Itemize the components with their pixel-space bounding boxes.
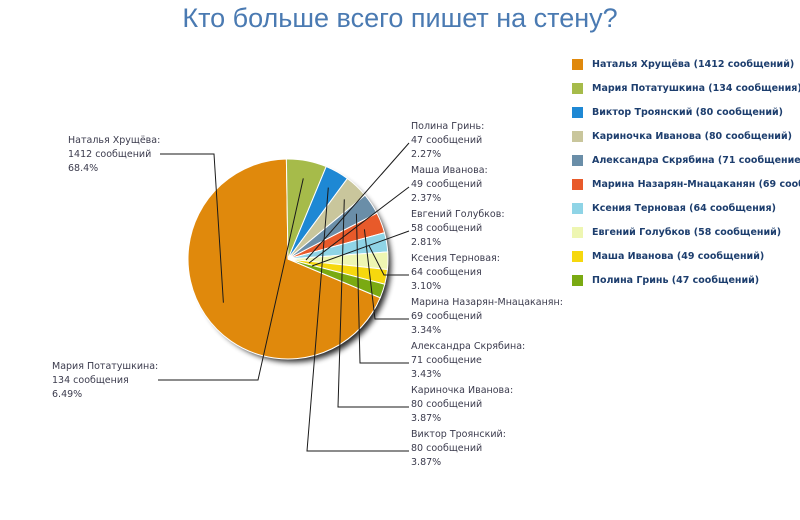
- leader-line: [308, 186, 410, 264]
- legend-item[interactable]: Наталья Хрущёва (1412 сообщений): [572, 52, 800, 76]
- legend-swatch: [572, 130, 583, 142]
- slice-label-name: Марина Назарян-Мнацаканян:: [411, 297, 563, 308]
- leader-line: [337, 199, 409, 408]
- slice-label-percent: 6.49%: [52, 389, 83, 400]
- legend-item[interactable]: Маша Иванова (49 сообщений): [572, 245, 800, 269]
- pie-slice[interactable]: [287, 258, 386, 299]
- slice-label: Виктор Троянский: 80 сообщений 3.87%: [411, 428, 506, 470]
- slice-label: Маша Иванова: 49 сообщений 2.37%: [411, 164, 488, 206]
- slice-label-percent: 3.10%: [411, 281, 442, 292]
- slice-label-count: 80 сообщений: [411, 399, 483, 410]
- leader-line: [355, 213, 409, 364]
- legend-swatch: [572, 154, 583, 166]
- slice-label-name: Евгений Голубков:: [411, 209, 505, 220]
- slice-label-name: Александра Скрябина:: [411, 341, 526, 352]
- slice-label: Евгений Голубков: 58 сообщений 2.81%: [411, 208, 505, 250]
- legend-label: Полина Гринь (47 сообщений): [592, 275, 760, 287]
- legend-item[interactable]: Кариночка Иванова (80 сообщений): [572, 124, 800, 148]
- legend-swatch: [572, 227, 583, 239]
- legend-label: Кариночка Иванова (80 сообщений): [592, 130, 792, 142]
- slice-label: Мария Потатушкина: 134 сообщения 6.49%: [52, 360, 158, 402]
- leader-line: [160, 153, 224, 303]
- leader-line: [363, 229, 409, 320]
- legend-swatch: [572, 58, 583, 70]
- legend-label: Марина Назарян-Мнацаканян (69 сообщений): [592, 179, 800, 191]
- legend-label: Наталья Хрущёва (1412 сообщений): [592, 58, 795, 70]
- leader-line: [311, 230, 410, 267]
- slice-label-name: Полина Гринь:: [411, 121, 485, 132]
- legend-item[interactable]: Александра Скрябина (71 сообщение): [572, 148, 800, 172]
- legend-label: Александра Скрябина (71 сообщение): [592, 154, 800, 166]
- legend-swatch: [572, 275, 583, 287]
- slice-label-count: 64 сообщения: [411, 267, 482, 278]
- leader-line: [158, 178, 304, 381]
- slice-label-percent: 3.34%: [411, 325, 442, 336]
- slice-label-percent: 2.37%: [411, 193, 442, 204]
- legend-label: Мария Потатушкина (134 сообщения): [592, 82, 800, 94]
- legend-label: Ксения Терновая (64 сообщения): [592, 203, 776, 215]
- pie-slice[interactable]: [187, 158, 381, 360]
- slice-label-percent: 2.27%: [411, 149, 442, 160]
- legend-item[interactable]: Виктор Троянский (80 сообщений): [572, 100, 800, 124]
- legend-swatch: [572, 179, 583, 191]
- slice-label-name: Наталья Хрущёва:: [68, 135, 161, 146]
- slice-label-name: Кариночка Иванова:: [411, 385, 514, 396]
- slice-label-count: 49 сообщений: [411, 179, 483, 190]
- legend: Наталья Хрущёва (1412 сообщений) Мария По…: [572, 52, 800, 293]
- legend-swatch: [572, 82, 583, 94]
- slice-label: Александра Скрябина: 71 сообщение 3.43%: [411, 340, 525, 382]
- leader-line: [305, 142, 410, 261]
- slice-label: Полина Гринь: 47 сообщений 2.27%: [411, 120, 484, 162]
- slice-label-name: Ксения Терновая:: [411, 253, 500, 264]
- legend-item[interactable]: Полина Гринь (47 сообщений): [572, 269, 800, 293]
- slice-label-count: 69 сообщений: [411, 311, 483, 322]
- legend-label: Виктор Троянский (80 сообщений): [592, 106, 784, 118]
- legend-swatch: [572, 106, 583, 118]
- leader-line: [368, 245, 409, 276]
- legend-label: Маша Иванова (49 сообщений): [592, 251, 765, 263]
- slice-label-count: 134 сообщения: [52, 375, 129, 386]
- legend-item[interactable]: Марина Назарян-Мнацаканян (69 сообщений): [572, 172, 800, 196]
- legend-label: Евгений Голубков (58 сообщений): [592, 227, 782, 239]
- slice-label-count: 1412 сообщений: [68, 149, 152, 160]
- slice-label-name: Виктор Троянский:: [411, 429, 506, 440]
- slice-label-percent: 68.4%: [68, 163, 99, 174]
- slice-label: Наталья Хрущёва: 1412 сообщений 68.4%: [68, 134, 160, 176]
- chart-title: Кто больше всего пишет на стену?: [182, 3, 618, 33]
- slice-label-name: Маша Иванова:: [411, 165, 488, 176]
- slice-label: Кариночка Иванова: 80 сообщений 3.87%: [411, 384, 513, 426]
- slice-label: Ксения Терновая: 64 сообщения 3.10%: [411, 252, 500, 294]
- slice-label-count: 47 сообщений: [411, 135, 483, 146]
- slice-label-percent: 3.87%: [411, 413, 442, 424]
- slice-label-count: 80 сообщений: [411, 443, 483, 454]
- slice-label-name: Мария Потатушкина:: [52, 361, 159, 372]
- slice-label-count: 71 сообщение: [411, 355, 482, 366]
- legend-swatch: [572, 251, 583, 263]
- slice-label-percent: 3.43%: [411, 369, 442, 380]
- slice-label-percent: 2.81%: [411, 237, 442, 248]
- legend-item[interactable]: Евгений Голубков (58 сообщений): [572, 221, 800, 245]
- leader-line: [306, 187, 409, 452]
- legend-swatch: [572, 203, 583, 215]
- legend-item[interactable]: Ксения Терновая (64 сообщения): [572, 197, 800, 221]
- slice-label-percent: 3.87%: [411, 457, 442, 468]
- slice-label-count: 58 сообщений: [411, 223, 483, 234]
- slice-label: Марина Назарян-Мнацаканян: 69 сообщений 3.…: [411, 296, 563, 338]
- legend-item[interactable]: Мария Потатушкина (134 сообщения): [572, 76, 800, 100]
